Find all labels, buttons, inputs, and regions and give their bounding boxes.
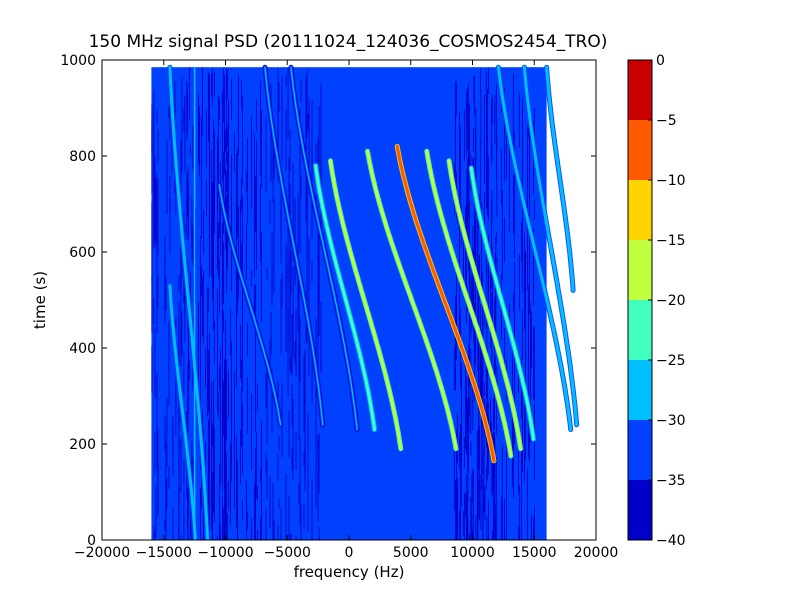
signal-trace [468,165,536,442]
signal-trace [167,283,198,540]
y-tick-label: 800 [69,149,96,165]
y-tick-label: 600 [69,245,96,261]
y-tick-label: 1000 [60,53,96,69]
colorbar-tick-label: −40 [656,533,686,549]
x-tick-label: −10000 [197,545,253,561]
colorbar-tick-label: −25 [656,353,686,369]
plot-area [101,59,597,541]
y-axis: 0 200 400 600 800 1000 [60,53,596,549]
signal-trace [521,64,580,428]
colorbar-tick-label: 0 [656,53,665,69]
signal-trace [446,158,524,452]
x-tick-label: 5000 [393,545,429,561]
x-axis-label: frequency (Hz) [294,563,405,581]
y-tick-label: 400 [69,341,96,357]
colorbar-segment [628,240,652,300]
colorbar-segment [628,60,652,120]
y-tick-label: 0 [87,533,96,549]
x-tick-label: 15000 [512,545,557,561]
signal-trace [365,148,459,452]
colorbar-segment [628,420,652,480]
signal-trace [495,64,574,433]
x-axis: −20000 −15000 −10000 −5000 0 5000 10000 15000 20… [74,60,618,561]
signal-trace [328,158,404,452]
colorbar-segment [628,300,652,360]
colorbar-segment [628,360,652,420]
x-tick-label: 10000 [450,545,495,561]
signal-trace [167,64,211,540]
colorbar-tick-label: −10 [656,173,686,189]
x-tick-label: −20000 [74,545,130,561]
y-axis-label: time (s) [31,271,49,329]
chart-title: 150 MHz signal PSD (20111024_124036_COSM… [89,32,608,52]
heatmap [151,64,580,540]
colorbar-segment [628,120,652,180]
colorbar-tick-label: −35 [656,473,686,489]
x-tick-label: −15000 [136,545,192,561]
signal-trace [288,64,360,433]
colorbar-tick-label: −20 [656,293,686,309]
colorbar-segment [628,480,652,540]
x-tick-label: −5000 [264,545,311,561]
x-tick-label: 20000 [574,545,619,561]
colorbar-tick-label: −15 [656,233,686,249]
signal-trace [544,64,576,293]
x-tick-label: 0 [345,545,354,561]
colorbar: −40 −35 −30 −25 −20 −15 −10 −5 0 [627,53,686,549]
signal-trace [394,143,497,464]
colorbar-segment [628,180,652,240]
y-tick-label: 200 [69,437,96,453]
signal-trace [216,182,283,428]
signal-trace [313,163,377,433]
signal-trace [262,64,326,428]
signal-trace [424,148,514,459]
colorbar-tick-label: −5 [656,113,677,129]
colorbar-tick-label: −30 [656,413,686,429]
